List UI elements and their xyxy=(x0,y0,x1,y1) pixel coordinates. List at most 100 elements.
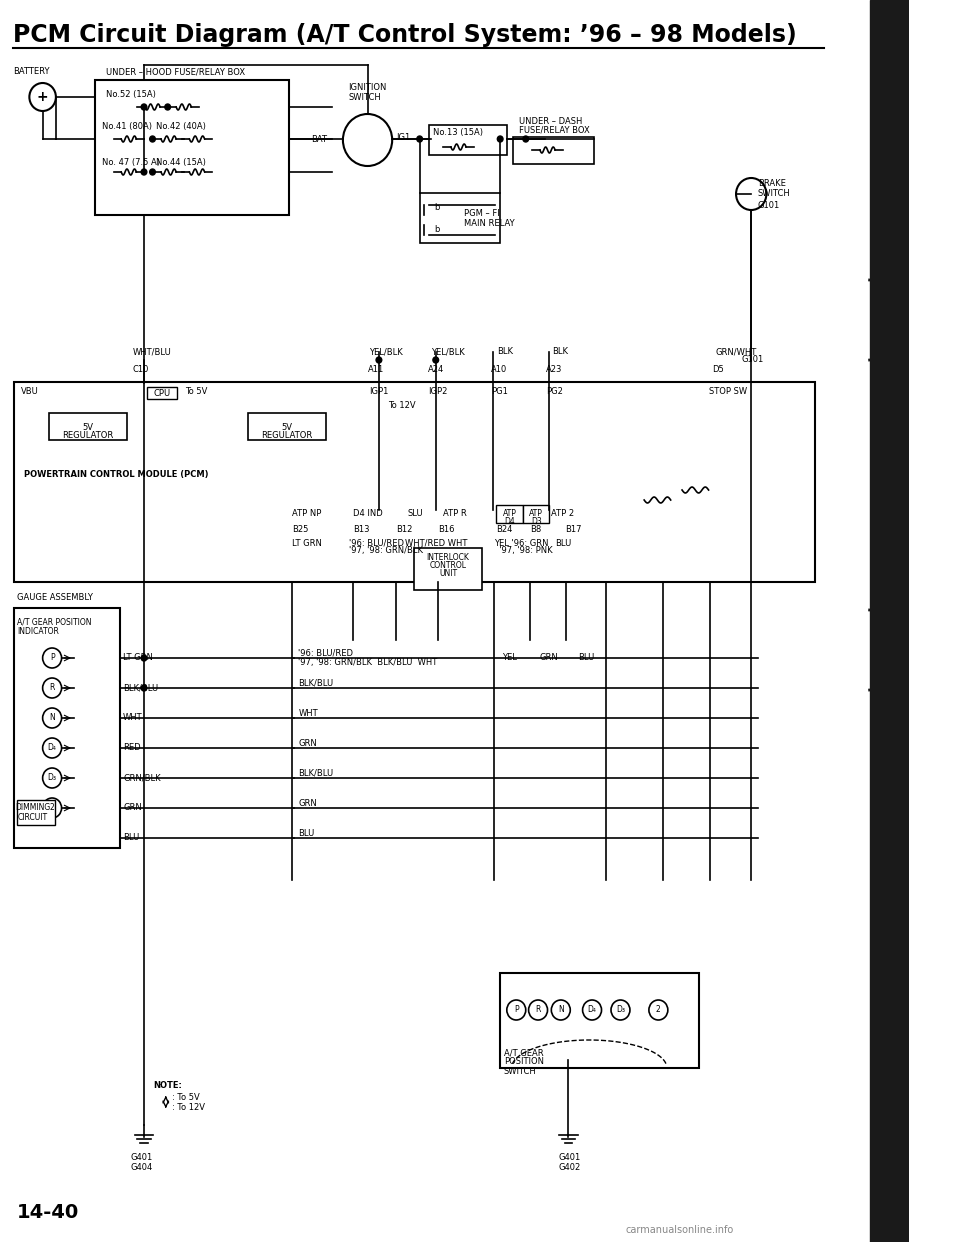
Text: BAT: BAT xyxy=(311,135,326,144)
Text: D5: D5 xyxy=(712,365,724,375)
Text: REGULATOR: REGULATOR xyxy=(62,431,113,440)
Bar xyxy=(496,505,523,523)
Circle shape xyxy=(433,356,439,363)
Text: YEL/BLK: YEL/BLK xyxy=(370,348,403,356)
Text: B16: B16 xyxy=(438,525,454,534)
Text: N: N xyxy=(558,1006,564,1015)
Bar xyxy=(429,125,507,155)
Text: No. 47 (7.5 A): No. 47 (7.5 A) xyxy=(103,158,160,166)
Text: 14-40: 14-40 xyxy=(17,1203,80,1222)
Text: G401: G401 xyxy=(131,1154,153,1163)
Text: SWITCH: SWITCH xyxy=(348,92,381,102)
Bar xyxy=(500,972,699,1068)
Text: '97, '98: GRN/BLK  BLK/BLU  WHT: '97, '98: GRN/BLK BLK/BLU WHT xyxy=(299,658,438,667)
Text: A/T GEAR POSITION: A/T GEAR POSITION xyxy=(17,617,91,626)
Text: G404: G404 xyxy=(131,1163,153,1171)
Text: PG1: PG1 xyxy=(491,388,508,396)
Text: WHT: WHT xyxy=(299,708,318,718)
Text: BRAKE: BRAKE xyxy=(757,179,785,188)
Text: FUSE/RELAY BOX: FUSE/RELAY BOX xyxy=(519,125,589,134)
Text: D₄: D₄ xyxy=(48,744,57,753)
Text: VBU: VBU xyxy=(21,388,38,396)
Text: GRN/BLK: GRN/BLK xyxy=(123,774,160,782)
Text: INDICATOR: INDICATOR xyxy=(17,626,59,636)
Text: PGM – FI: PGM – FI xyxy=(465,209,500,217)
Text: A11: A11 xyxy=(368,365,384,375)
Text: PG2: PG2 xyxy=(545,388,563,396)
Text: BLK: BLK xyxy=(552,348,568,356)
Text: IG1: IG1 xyxy=(396,133,410,143)
Text: CONTROL: CONTROL xyxy=(429,561,467,570)
Text: POWERTRAIN CONTROL MODULE (PCM): POWERTRAIN CONTROL MODULE (PCM) xyxy=(24,471,208,479)
Bar xyxy=(95,79,289,215)
Text: ATP: ATP xyxy=(503,509,516,518)
Text: 5V: 5V xyxy=(83,422,93,431)
Text: 5V: 5V xyxy=(281,422,293,431)
Text: To 12V: To 12V xyxy=(389,401,416,411)
Text: CPU: CPU xyxy=(154,389,171,397)
Text: BLU: BLU xyxy=(123,833,139,842)
Text: G101: G101 xyxy=(757,200,780,210)
Text: D4 IND: D4 IND xyxy=(353,508,383,518)
Text: : To 12V: : To 12V xyxy=(173,1103,205,1112)
Text: GRN: GRN xyxy=(299,739,317,748)
Text: MAIN RELAY: MAIN RELAY xyxy=(465,220,515,229)
Text: P: P xyxy=(514,1006,518,1015)
Text: G401: G401 xyxy=(559,1154,581,1163)
Text: LT GRN: LT GRN xyxy=(123,653,153,662)
Text: D4: D4 xyxy=(504,517,515,525)
Circle shape xyxy=(497,137,503,142)
Text: SWITCH: SWITCH xyxy=(757,189,791,197)
Bar xyxy=(14,383,815,582)
Text: G101: G101 xyxy=(742,355,764,364)
Text: UNIT: UNIT xyxy=(439,570,457,579)
Circle shape xyxy=(141,104,147,111)
Text: D₃: D₃ xyxy=(48,774,57,782)
Text: 2: 2 xyxy=(656,1006,660,1015)
Text: SWITCH: SWITCH xyxy=(504,1067,537,1076)
Text: PCM Circuit Diagram (A/T Control System: ’96 – 98 Models): PCM Circuit Diagram (A/T Control System:… xyxy=(13,24,797,47)
Text: YEL/BLK: YEL/BLK xyxy=(431,348,465,356)
Text: No.42 (40A): No.42 (40A) xyxy=(156,123,206,132)
Circle shape xyxy=(376,356,382,363)
Text: NOTE:: NOTE: xyxy=(154,1081,182,1089)
Text: '96: BLU/RED: '96: BLU/RED xyxy=(348,539,403,548)
Text: YEL '96: GRN: YEL '96: GRN xyxy=(494,539,549,548)
Text: 2: 2 xyxy=(50,804,55,812)
Text: WHT/RED WHT: WHT/RED WHT xyxy=(405,539,468,548)
Text: N: N xyxy=(49,713,55,723)
Text: A24: A24 xyxy=(428,365,444,375)
Bar xyxy=(414,548,482,590)
Bar xyxy=(249,414,325,440)
Text: A23: A23 xyxy=(545,365,562,375)
Text: ATP: ATP xyxy=(529,509,543,518)
Bar xyxy=(514,137,594,164)
Text: +: + xyxy=(36,89,48,104)
Circle shape xyxy=(150,169,156,175)
Text: R: R xyxy=(49,683,55,693)
Text: UNDER – HOOD FUSE/RELAY BOX: UNDER – HOOD FUSE/RELAY BOX xyxy=(107,67,245,77)
Text: SLU: SLU xyxy=(407,508,423,518)
Text: '97, '98: GRN/BLK: '97, '98: GRN/BLK xyxy=(348,546,422,555)
Text: BLK/BLU: BLK/BLU xyxy=(123,683,158,693)
Text: To 5V: To 5V xyxy=(184,388,207,396)
Text: R: R xyxy=(536,1006,540,1015)
Text: DIMMING: DIMMING xyxy=(15,804,51,812)
Text: C10: C10 xyxy=(132,365,149,375)
Text: BLU: BLU xyxy=(299,828,315,837)
Text: UNDER – DASH: UNDER – DASH xyxy=(519,118,583,127)
Text: GRN/WHT: GRN/WHT xyxy=(715,348,756,356)
Text: WHT/BLU: WHT/BLU xyxy=(132,348,172,356)
Text: D₄: D₄ xyxy=(588,1006,596,1015)
Bar xyxy=(49,414,127,440)
Circle shape xyxy=(141,655,147,661)
Text: B13: B13 xyxy=(353,525,370,534)
Text: b: b xyxy=(434,204,440,212)
Text: IGP2: IGP2 xyxy=(428,388,447,396)
Text: B17: B17 xyxy=(565,525,582,534)
Text: WHT: WHT xyxy=(123,713,143,723)
Bar xyxy=(420,193,500,243)
Text: carmanualsonline.info: carmanualsonline.info xyxy=(625,1225,733,1235)
Text: GRN: GRN xyxy=(540,653,559,662)
Text: B8: B8 xyxy=(531,525,541,534)
